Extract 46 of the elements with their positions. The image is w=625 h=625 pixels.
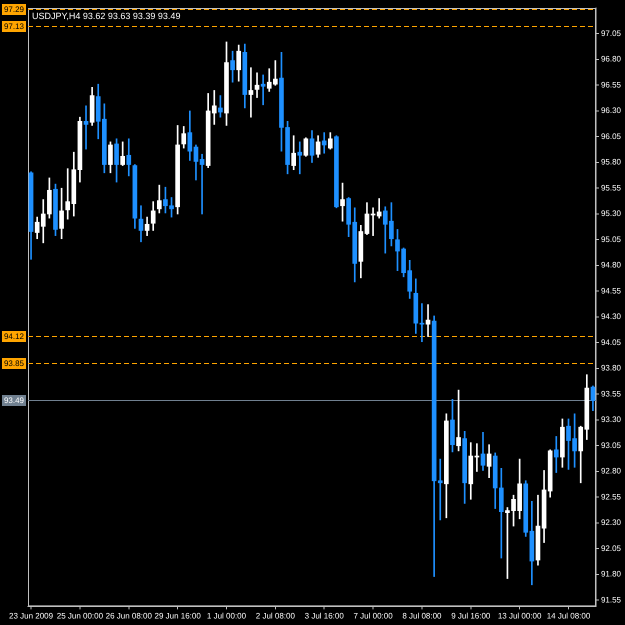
- y-tick-label: 93.80: [600, 364, 622, 373]
- y-tick-label: 92.30: [600, 518, 622, 528]
- ref-line-label: 94.12: [4, 332, 25, 342]
- x-tick-label: 3 Jul 16:00: [304, 611, 344, 620]
- ref-line-label: 93.85: [4, 359, 25, 368]
- y-tick-label: 92.05: [600, 544, 622, 553]
- chart-title: USDJPY,H4 93.62 93.63 93.39 93.49: [32, 10, 180, 21]
- y-tick-label: 93.55: [600, 389, 622, 398]
- x-tick-label: 29 Jun 16:00: [154, 611, 202, 620]
- y-tick-label: 96.80: [600, 54, 622, 64]
- y-tick-label: 92.80: [600, 466, 622, 476]
- y-tick-label: 95.55: [600, 183, 622, 192]
- x-tick-label: 25 Jun 00:00: [56, 611, 104, 620]
- y-tick-label: 94.80: [600, 260, 622, 270]
- candlestick: [254, 72, 260, 98]
- y-tick-label: 92.55: [600, 492, 622, 502]
- x-tick-label: 1 Jul 00:00: [206, 611, 247, 620]
- y-tick-label: 95.05: [600, 234, 622, 244]
- y-tick-label: 96.05: [600, 132, 622, 141]
- x-tick-label: 14 Jul 08:00: [546, 611, 591, 620]
- x-tick-label: 23 Jun 2009: [9, 611, 54, 620]
- y-tick-label: 91.55: [600, 595, 622, 604]
- y-tick-label: 96.55: [600, 80, 622, 90]
- candlestick: [426, 304, 430, 337]
- y-tick-label: 94.05: [600, 338, 622, 347]
- x-tick-label: 2 Jul 08:00: [256, 611, 296, 620]
- x-tick-label: 26 Jun 08:00: [106, 611, 152, 620]
- x-tick-label: 9 Jul 16:00: [451, 611, 491, 620]
- y-tick-label: 93.30: [600, 415, 622, 424]
- y-tick-label: 91.80: [600, 570, 622, 579]
- y-tick-label: 95.30: [600, 209, 622, 218]
- candlestick: [340, 182, 345, 222]
- y-tick-label: 96.30: [600, 106, 622, 116]
- ref-line-label: 97.29: [4, 5, 25, 14]
- candlestick: [456, 390, 461, 452]
- ref-line-label: 93.49: [4, 396, 25, 406]
- y-tick-label: 95.80: [600, 158, 622, 167]
- y-tick-label: 94.30: [600, 312, 622, 322]
- y-tick-label: 97.05: [600, 28, 622, 38]
- x-tick-label: 13 Jul 00:00: [498, 611, 542, 620]
- y-tick-label: 93.05: [600, 440, 622, 450]
- y-tick-label: 94.55: [600, 286, 622, 296]
- candlestick: [84, 106, 88, 150]
- x-tick-label: 8 Jul 08:00: [402, 611, 442, 620]
- x-tick-label: 7 Jul 00:00: [353, 611, 394, 620]
- ref-line-label: 97.13: [4, 22, 25, 32]
